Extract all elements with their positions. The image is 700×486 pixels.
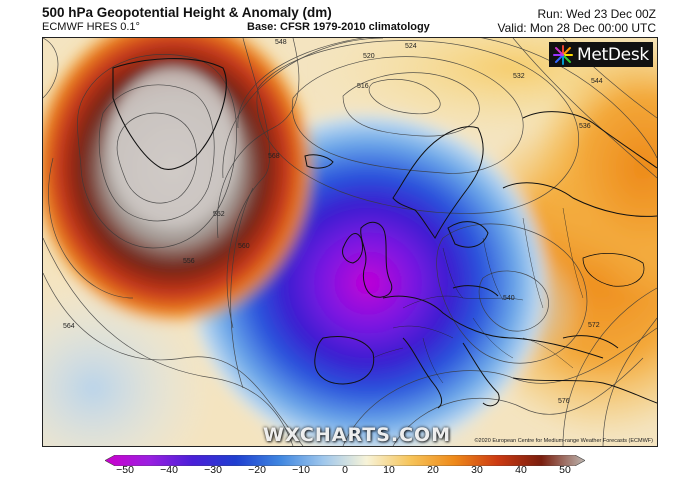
chart-title: 500 hPa Geopotential Height & Anomaly (d…: [42, 5, 332, 20]
contour-label: 520: [363, 53, 375, 60]
contour-label: 556: [183, 258, 195, 265]
ecmwf-copyright: ©2020 European Centre for Medium-range W…: [474, 438, 654, 444]
metdesk-logo-text: MetDesk: [577, 44, 649, 65]
colorbar-tick-label: −50: [116, 464, 134, 476]
colorbar: −50 −40 −30 −20 −10 0 10 20 30 40 50: [104, 453, 586, 483]
contour-label: 524: [405, 43, 417, 50]
wxcharts-watermark: WXCHARTS.COM: [263, 424, 452, 446]
colorbar-tick-label: −40: [160, 464, 178, 476]
colorbar-tick-label: 50: [559, 464, 571, 476]
contour-label: 564: [63, 323, 75, 330]
coastlines: [112, 57, 657, 409]
colorbar-tick-label: −10: [292, 464, 310, 476]
colorbar-tick-label: 10: [383, 464, 395, 476]
contour-label: 516: [357, 83, 369, 90]
anomaly-shading: [43, 38, 657, 446]
contour-label: 536: [579, 123, 591, 130]
country-borders: [372, 207, 584, 384]
colorbar-tick-label: −30: [204, 464, 222, 476]
run-time: Run: Wed 23 Dec 00Z: [537, 7, 656, 21]
contour-label: 576: [558, 398, 570, 405]
colorbar-tick-label: 30: [471, 464, 483, 476]
map-canvas: 516 520 524 532 536 540 544 548 552 556 560 564 568 5…: [43, 38, 657, 446]
contour-lines: [43, 38, 657, 446]
anomaly-map: 516 520 524 532 536 540 544 548 552 556 560 564 568 5…: [42, 37, 658, 447]
contour-label: 548: [275, 39, 287, 46]
contour-label: 568: [268, 153, 280, 160]
contour-label: 560: [238, 243, 250, 250]
model-name: ECMWF HRES 0.1°: [42, 21, 140, 33]
climatology-base: Base: CFSR 1979-2010 climatology: [247, 21, 430, 33]
colorbar-tick-label: −20: [248, 464, 266, 476]
metdesk-logo: MetDesk: [549, 42, 653, 67]
contour-label: 572: [588, 322, 600, 329]
contour-label: 544: [591, 78, 603, 85]
metdesk-starburst-icon: [553, 44, 573, 65]
valid-time: Valid: Mon 28 Dec 00:00 UTC: [497, 21, 656, 35]
contour-label: 532: [513, 73, 525, 80]
contour-label: 552: [213, 211, 225, 218]
colorbar-tick-labels: −50 −40 −30 −20 −10 0 10 20 30 40 50: [105, 464, 585, 478]
colorbar-tick-label: 40: [515, 464, 527, 476]
contour-label: 540: [503, 295, 515, 302]
colorbar-tick-label: 0: [342, 464, 348, 476]
colorbar-tick-label: 20: [427, 464, 439, 476]
